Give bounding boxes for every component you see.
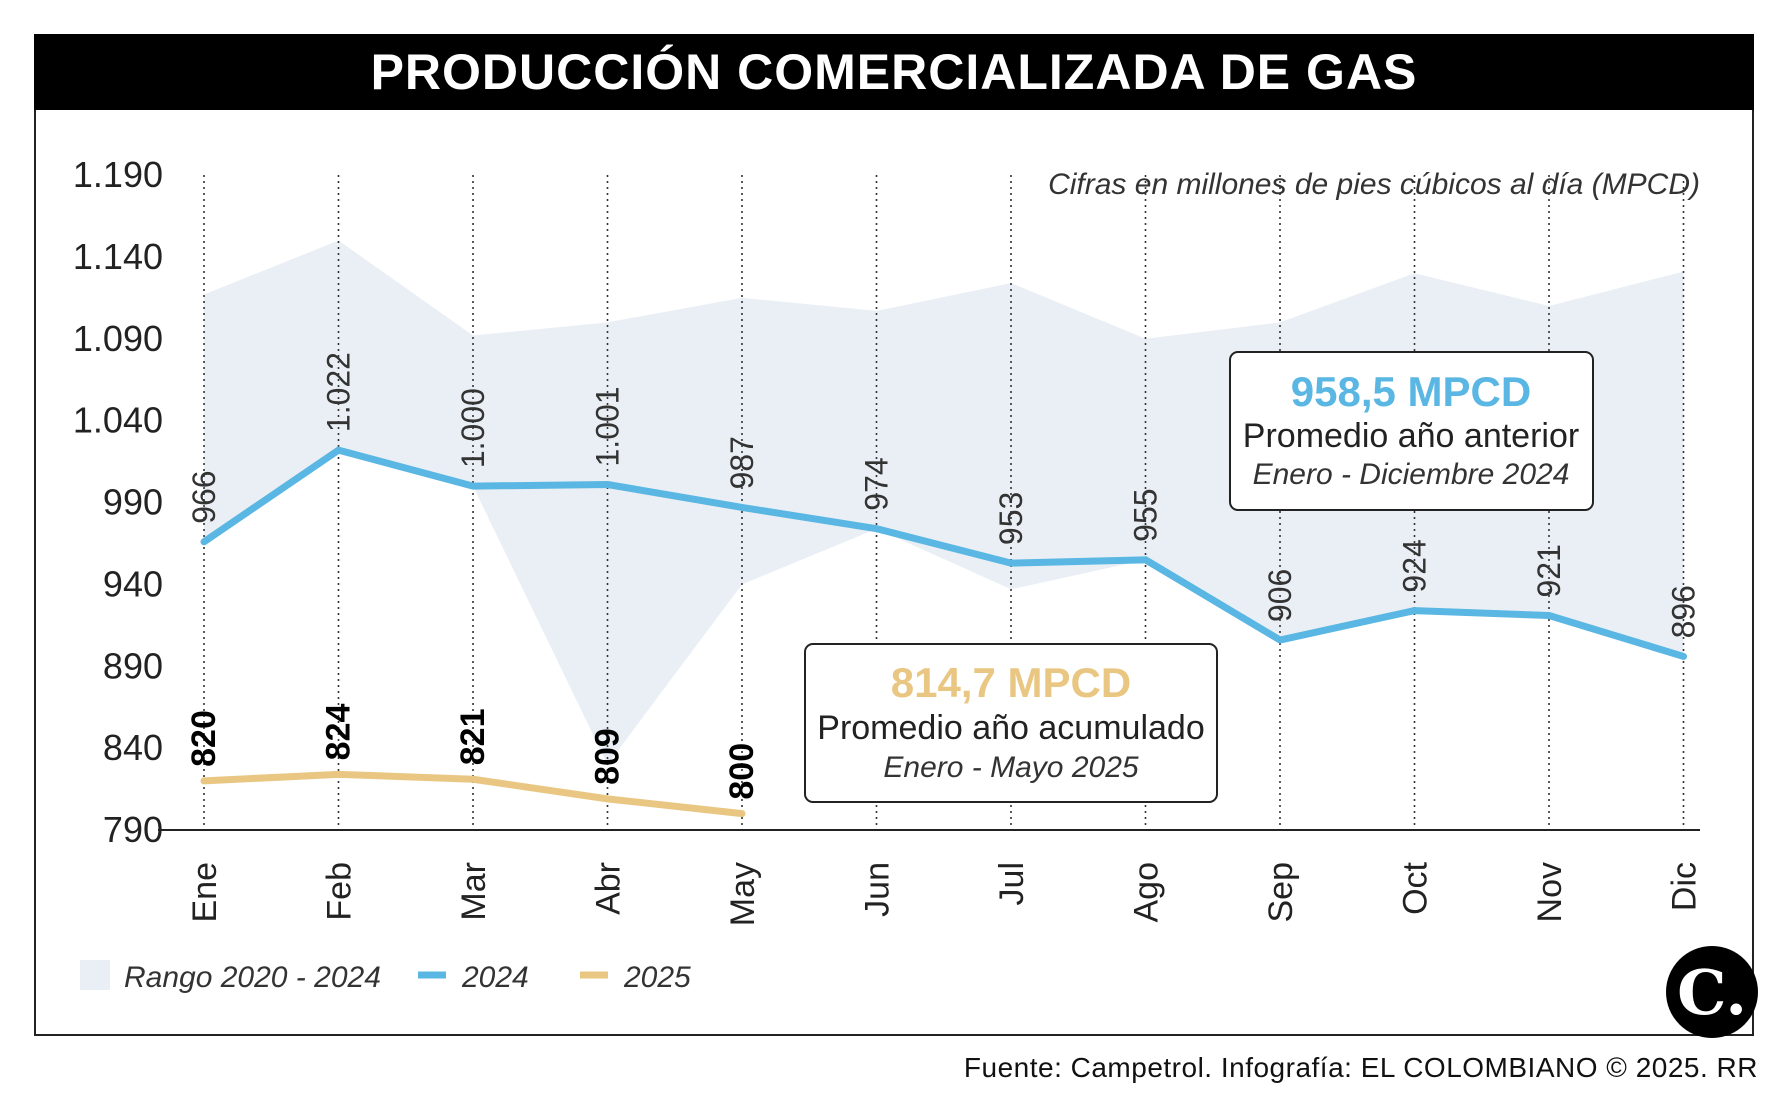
x-tick-label: Ago [1128,862,1166,923]
x-tick-label: Jul [993,862,1031,905]
data-label-2025: 800 [723,743,761,800]
x-tick-label: Nov [1531,862,1569,922]
x-axis-ticks: Ene Feb Mar Abr May Jun Jul Ago Sep Oct Nov Dic [186,861,1704,926]
data-label-2024: 906 [1262,569,1298,622]
data-label-2024: 987 [724,436,760,489]
series-line-2024 [200,446,1687,660]
data-label-2025: 821 [454,709,492,766]
el-colombiano-logo: C. [1666,946,1758,1038]
source-credit: Fuente: Campetrol. Infografía: EL COLOMB… [963,1052,1758,1083]
series-lines [200,446,1687,818]
legend-range-swatch [80,960,110,990]
legend: Rango 2020 - 2024 2024 2025 [80,960,691,994]
box-2025-period: Enero - Mayo 2025 [883,751,1138,784]
data-label-2024: 924 [1397,539,1433,592]
box-2024: 958,5 MPCD Promedio año anterior Enero -… [1229,351,1594,511]
y-tick-label: 1.040 [73,400,163,441]
data-label-2025: 820 [185,710,223,767]
x-tick-label: Feb [321,862,359,921]
data-label-2024: 955 [1128,488,1164,541]
month-gridlines [203,175,1685,830]
data-label-2024: 966 [186,470,222,523]
box-2024-period: Enero - Diciembre 2024 [1253,458,1570,491]
legend-range-label: Rango 2020 - 2024 [124,961,381,994]
y-tick-label: 940 [103,563,163,604]
x-tick-label: Sep [1262,862,1300,923]
data-label-2024: 974 [859,457,895,510]
data-label-2024: 953 [993,492,1029,545]
x-tick-label: Oct [1397,861,1435,914]
x-tick-label: Jun [859,862,897,917]
x-tick-label: Mar [455,862,493,921]
chart-title: PRODUCCIÓN COMERCIALIZADA DE GAS [34,34,1754,110]
y-tick-label: 990 [103,482,163,523]
x-tick-label: Abr [590,862,628,915]
box-2024-value: 958,5 MPCD [1291,368,1531,415]
data-label-2024: 896 [1666,585,1702,638]
data-label-2024: 1.000 [455,388,491,468]
x-tick-label: Dic [1666,862,1704,911]
units-note: Cifras en millones de pies cúbicos al dí… [1048,168,1700,201]
y-axis-ticks: 1.190 1.140 1.090 1.040 990 940 890 840 790 [73,154,163,850]
box-2025-label: Promedio año acumulado [817,709,1204,747]
x-tick-label: May [724,862,762,926]
box-2025-value: 814,7 MPCD [891,659,1131,706]
data-labels: 966 1.022 1.000 1.001 987 974 953 955 906 924 921 8… [185,352,1702,800]
box-2024-label: Promedio año anterior [1243,417,1579,455]
box-2025: 814,7 MPCD Promedio año acumulado Enero … [804,643,1218,803]
series-line-2025 [200,770,746,818]
data-label-2024: 1.022 [321,352,357,432]
y-tick-label: 790 [103,809,163,850]
data-label-2024: 1.001 [590,386,626,466]
x-tick-label: Ene [186,862,224,923]
y-tick-label: 1.140 [73,236,163,277]
data-label-2025: 824 [320,704,358,761]
y-tick-label: 1.090 [73,318,163,359]
data-label-2024: 921 [1531,544,1567,597]
y-tick-label: 890 [103,645,163,686]
legend-2024-label: 2024 [461,961,529,994]
y-tick-label: 840 [103,727,163,768]
y-tick-label: 1.190 [73,154,163,195]
data-label-2025: 809 [589,728,627,785]
legend-2025-label: 2025 [623,961,691,994]
